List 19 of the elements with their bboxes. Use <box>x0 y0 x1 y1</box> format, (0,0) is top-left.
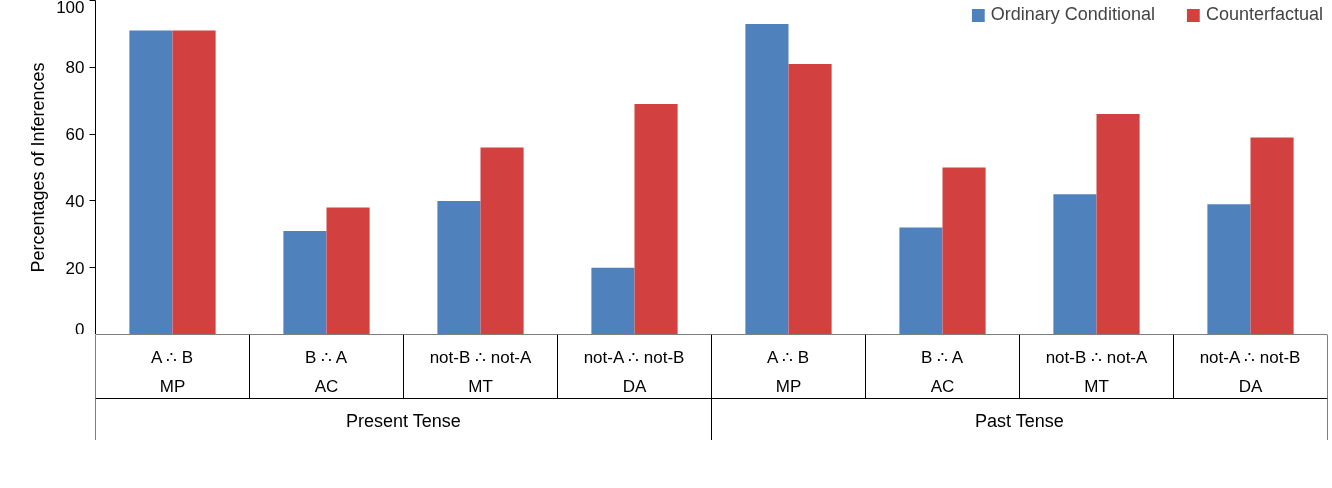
category-label: not-A ∴ not-B DA <box>1199 348 1301 396</box>
y-axis-title: Percentages of Inferences <box>28 62 49 273</box>
y-tick-label: 40 <box>65 191 85 211</box>
y-tick-label: 80 <box>65 58 85 78</box>
y-tick-label: 20 <box>65 258 85 278</box>
y-tick-label: 60 <box>65 125 85 145</box>
category-label: not-B ∴ not-A MT <box>429 348 532 396</box>
text: Present Tense <box>345 410 461 431</box>
category-label: A ∴ B MP <box>150 348 194 396</box>
category-label: B ∴ A AC <box>920 348 964 396</box>
legend-label: Counterfactual <box>1205 4 1323 25</box>
category-label: B ∴ A AC <box>304 348 348 396</box>
y-tick-label: 0 <box>75 319 85 339</box>
category-label: A ∴ B MP <box>766 348 810 396</box>
category-label: not-B ∴ not-A MT <box>1045 348 1148 396</box>
text: Past Tense <box>974 410 1064 431</box>
legend-label: Ordinary Conditional <box>990 4 1155 25</box>
y-tick-label: 100 <box>56 0 85 17</box>
category-label: not-A ∴ not-B DA <box>583 348 685 396</box>
